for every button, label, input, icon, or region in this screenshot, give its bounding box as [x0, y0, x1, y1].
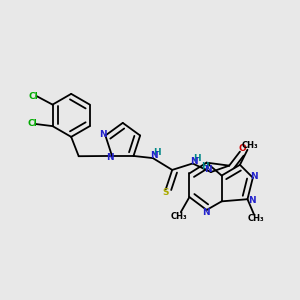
Text: H: H: [201, 162, 209, 171]
Text: N: N: [106, 152, 114, 161]
Text: CH₃: CH₃: [241, 141, 258, 150]
Text: H: H: [193, 154, 201, 163]
Text: H: H: [153, 148, 160, 157]
Text: CH₃: CH₃: [248, 214, 264, 223]
Text: Cl: Cl: [27, 119, 37, 128]
Text: N: N: [190, 157, 198, 166]
Text: N: N: [150, 152, 158, 160]
Text: S: S: [163, 188, 169, 197]
Text: N: N: [248, 196, 256, 205]
Text: O: O: [238, 144, 246, 153]
Text: N: N: [204, 165, 212, 174]
Text: Cl: Cl: [28, 92, 38, 100]
Text: N: N: [250, 172, 258, 181]
Text: CH₃: CH₃: [170, 212, 187, 221]
Text: N: N: [202, 208, 210, 217]
Text: N: N: [99, 130, 107, 139]
